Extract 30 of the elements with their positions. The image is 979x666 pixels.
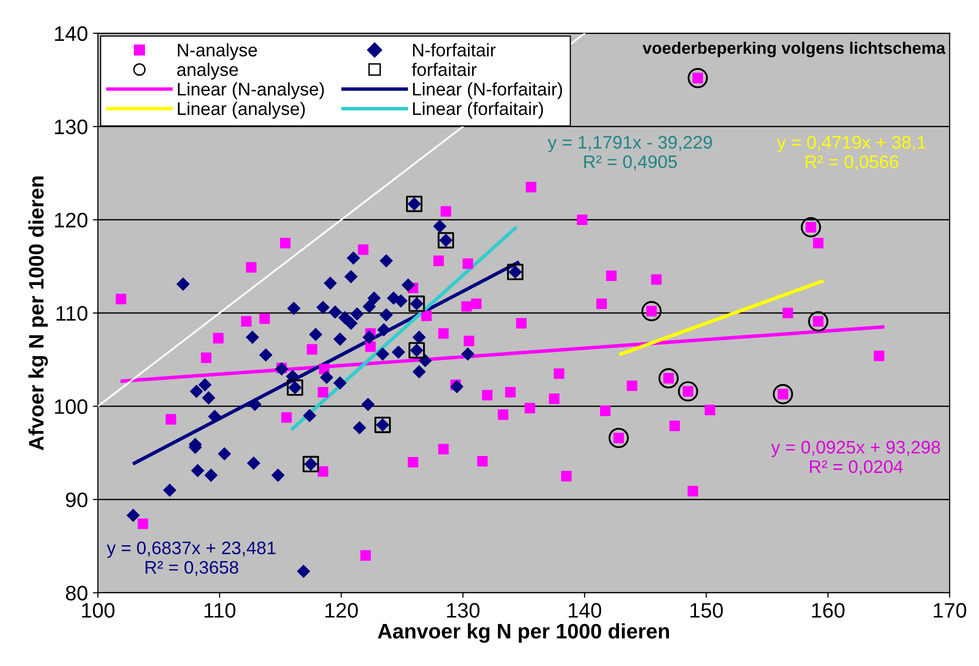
y-tick-label: 90 [66,492,88,508]
x-axis-title: Aanvoer kg N per 1000 dieren [378,623,669,643]
y-tick-label: 110 [56,306,88,321]
y-tick-label: 80 [66,586,88,600]
y-axis-title: Afvoer kg N per 1000 dieren [28,176,48,450]
x-tick-label: 170 [934,603,966,618]
legend-label: Linear (N-forfaitair) [413,82,562,100]
legend-label: Linear (N-analyse) [178,82,324,100]
annotation: y = 0,4719x + 38,1 R² = 0,0566 [776,136,926,170]
x-tick-label: 140 [568,603,602,618]
x-tick-label: 130 [447,603,480,618]
legend-label: Linear (analyse) [178,102,305,119]
y-tick-label: 120 [55,212,88,228]
x-tick-label: 160 [812,603,845,618]
x-tick-label: 120 [325,603,358,618]
annotation: y = 1,1791x - 39,229 R² = 0,4905 [548,136,712,170]
x-tick-label: 150 [690,603,723,618]
y-tick-label: 130 [55,120,88,134]
legend-label: forfaitair [412,62,477,76]
legend-label: N-forfaitair [413,43,496,56]
legend-label: Linear (forfaitair) [413,102,543,119]
annotation: voederbeperking volgens lichtschema [642,42,946,58]
legend-label: N-analyse [178,43,257,60]
y-tick-label: 100 [55,399,88,414]
x-tick-label: 110 [204,603,236,618]
y-tick-label: 140 [55,26,88,42]
legend-label: analyse [177,62,238,80]
annotation: y = 0,6837x + 23,481 R² = 0,3658 [106,542,276,576]
annotation: y = 0,0925x + 93,298 R² = 0,0204 [771,440,940,476]
x-tick-label: 100 [82,603,114,618]
